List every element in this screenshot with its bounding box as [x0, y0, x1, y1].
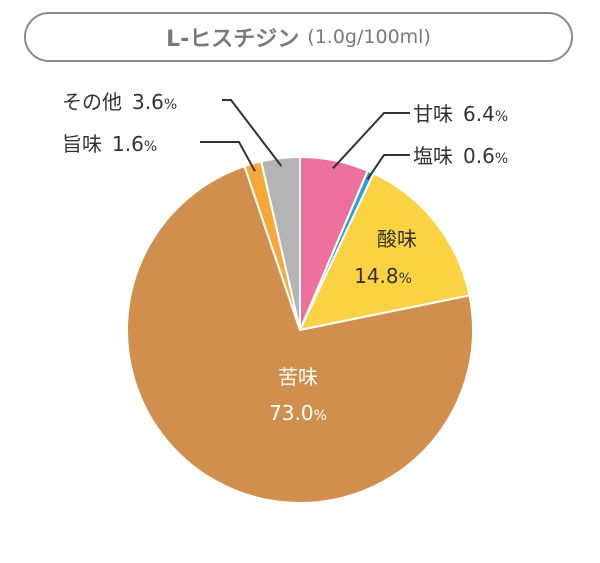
pie-slices — [126, 156, 474, 504]
leader-lines — [200, 99, 410, 180]
label-umami: 旨味 1.6% — [62, 132, 157, 156]
leader-salty — [366, 154, 410, 180]
label-bitter-name: 苦味 — [278, 365, 318, 389]
label-bitter-value: 73.0% — [269, 401, 327, 425]
leader-umami — [200, 141, 256, 172]
label-sweet: 甘味 6.4% — [413, 102, 508, 126]
label-sour-value: 14.8% — [354, 264, 412, 288]
label-sour-name: 酸味 — [377, 227, 417, 251]
slice-bitter — [126, 165, 474, 504]
title-main: L-ヒスチジン — [166, 27, 300, 52]
leader-sweet — [332, 112, 410, 169]
chart-title: L-ヒスチジン (1.0g/100ml) — [24, 12, 573, 62]
slice-sour — [299, 172, 471, 331]
title-sub: (1.0g/100ml) — [307, 26, 431, 48]
label-other: その他 3.6% — [62, 90, 177, 114]
slice-other — [260, 156, 301, 331]
label-salty: 塩味 0.6% — [413, 144, 508, 168]
leader-other — [222, 99, 283, 167]
